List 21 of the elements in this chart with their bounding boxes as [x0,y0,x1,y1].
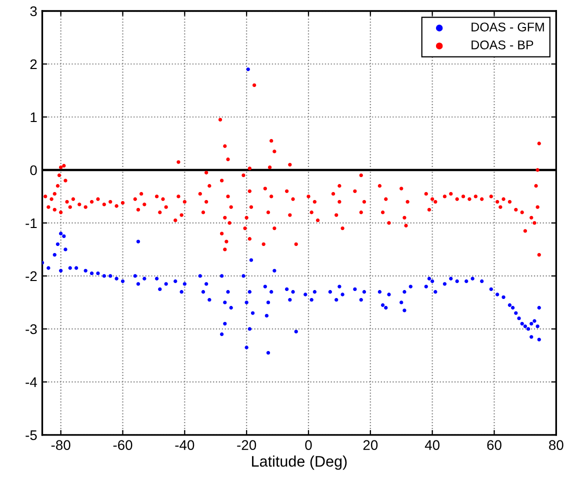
y-tick-label: -2 [26,271,37,281]
y-tick-label: -1 [26,218,37,228]
x-tick-label: 40 [424,440,440,450]
x-tick-label: 0 [305,440,312,450]
x-axis-title: Latitude (Deg) [252,456,347,470]
y-tick-label: 2 [30,59,37,70]
x-tick-label: -40 [175,440,194,450]
y-tick-label: 1 [30,112,37,122]
legend-label: DOAS - GFM [472,22,544,32]
x-tick-label: -20 [237,440,256,450]
x-tick-label: 20 [363,440,378,450]
y-tick-label: 3 [30,6,37,16]
x-tick-label: 80 [549,440,564,450]
y-tick-label: -4 [26,377,37,387]
x-tick-label: 60 [487,440,502,450]
legend-label: DOAS - BP [472,40,534,50]
y-tick-label: 0 [30,165,37,176]
y-tick-label: -3 [26,324,37,334]
x-tick-label: -60 [113,440,132,450]
x-tick-label: -80 [51,440,70,450]
y-tick-label: -5 [26,430,37,440]
